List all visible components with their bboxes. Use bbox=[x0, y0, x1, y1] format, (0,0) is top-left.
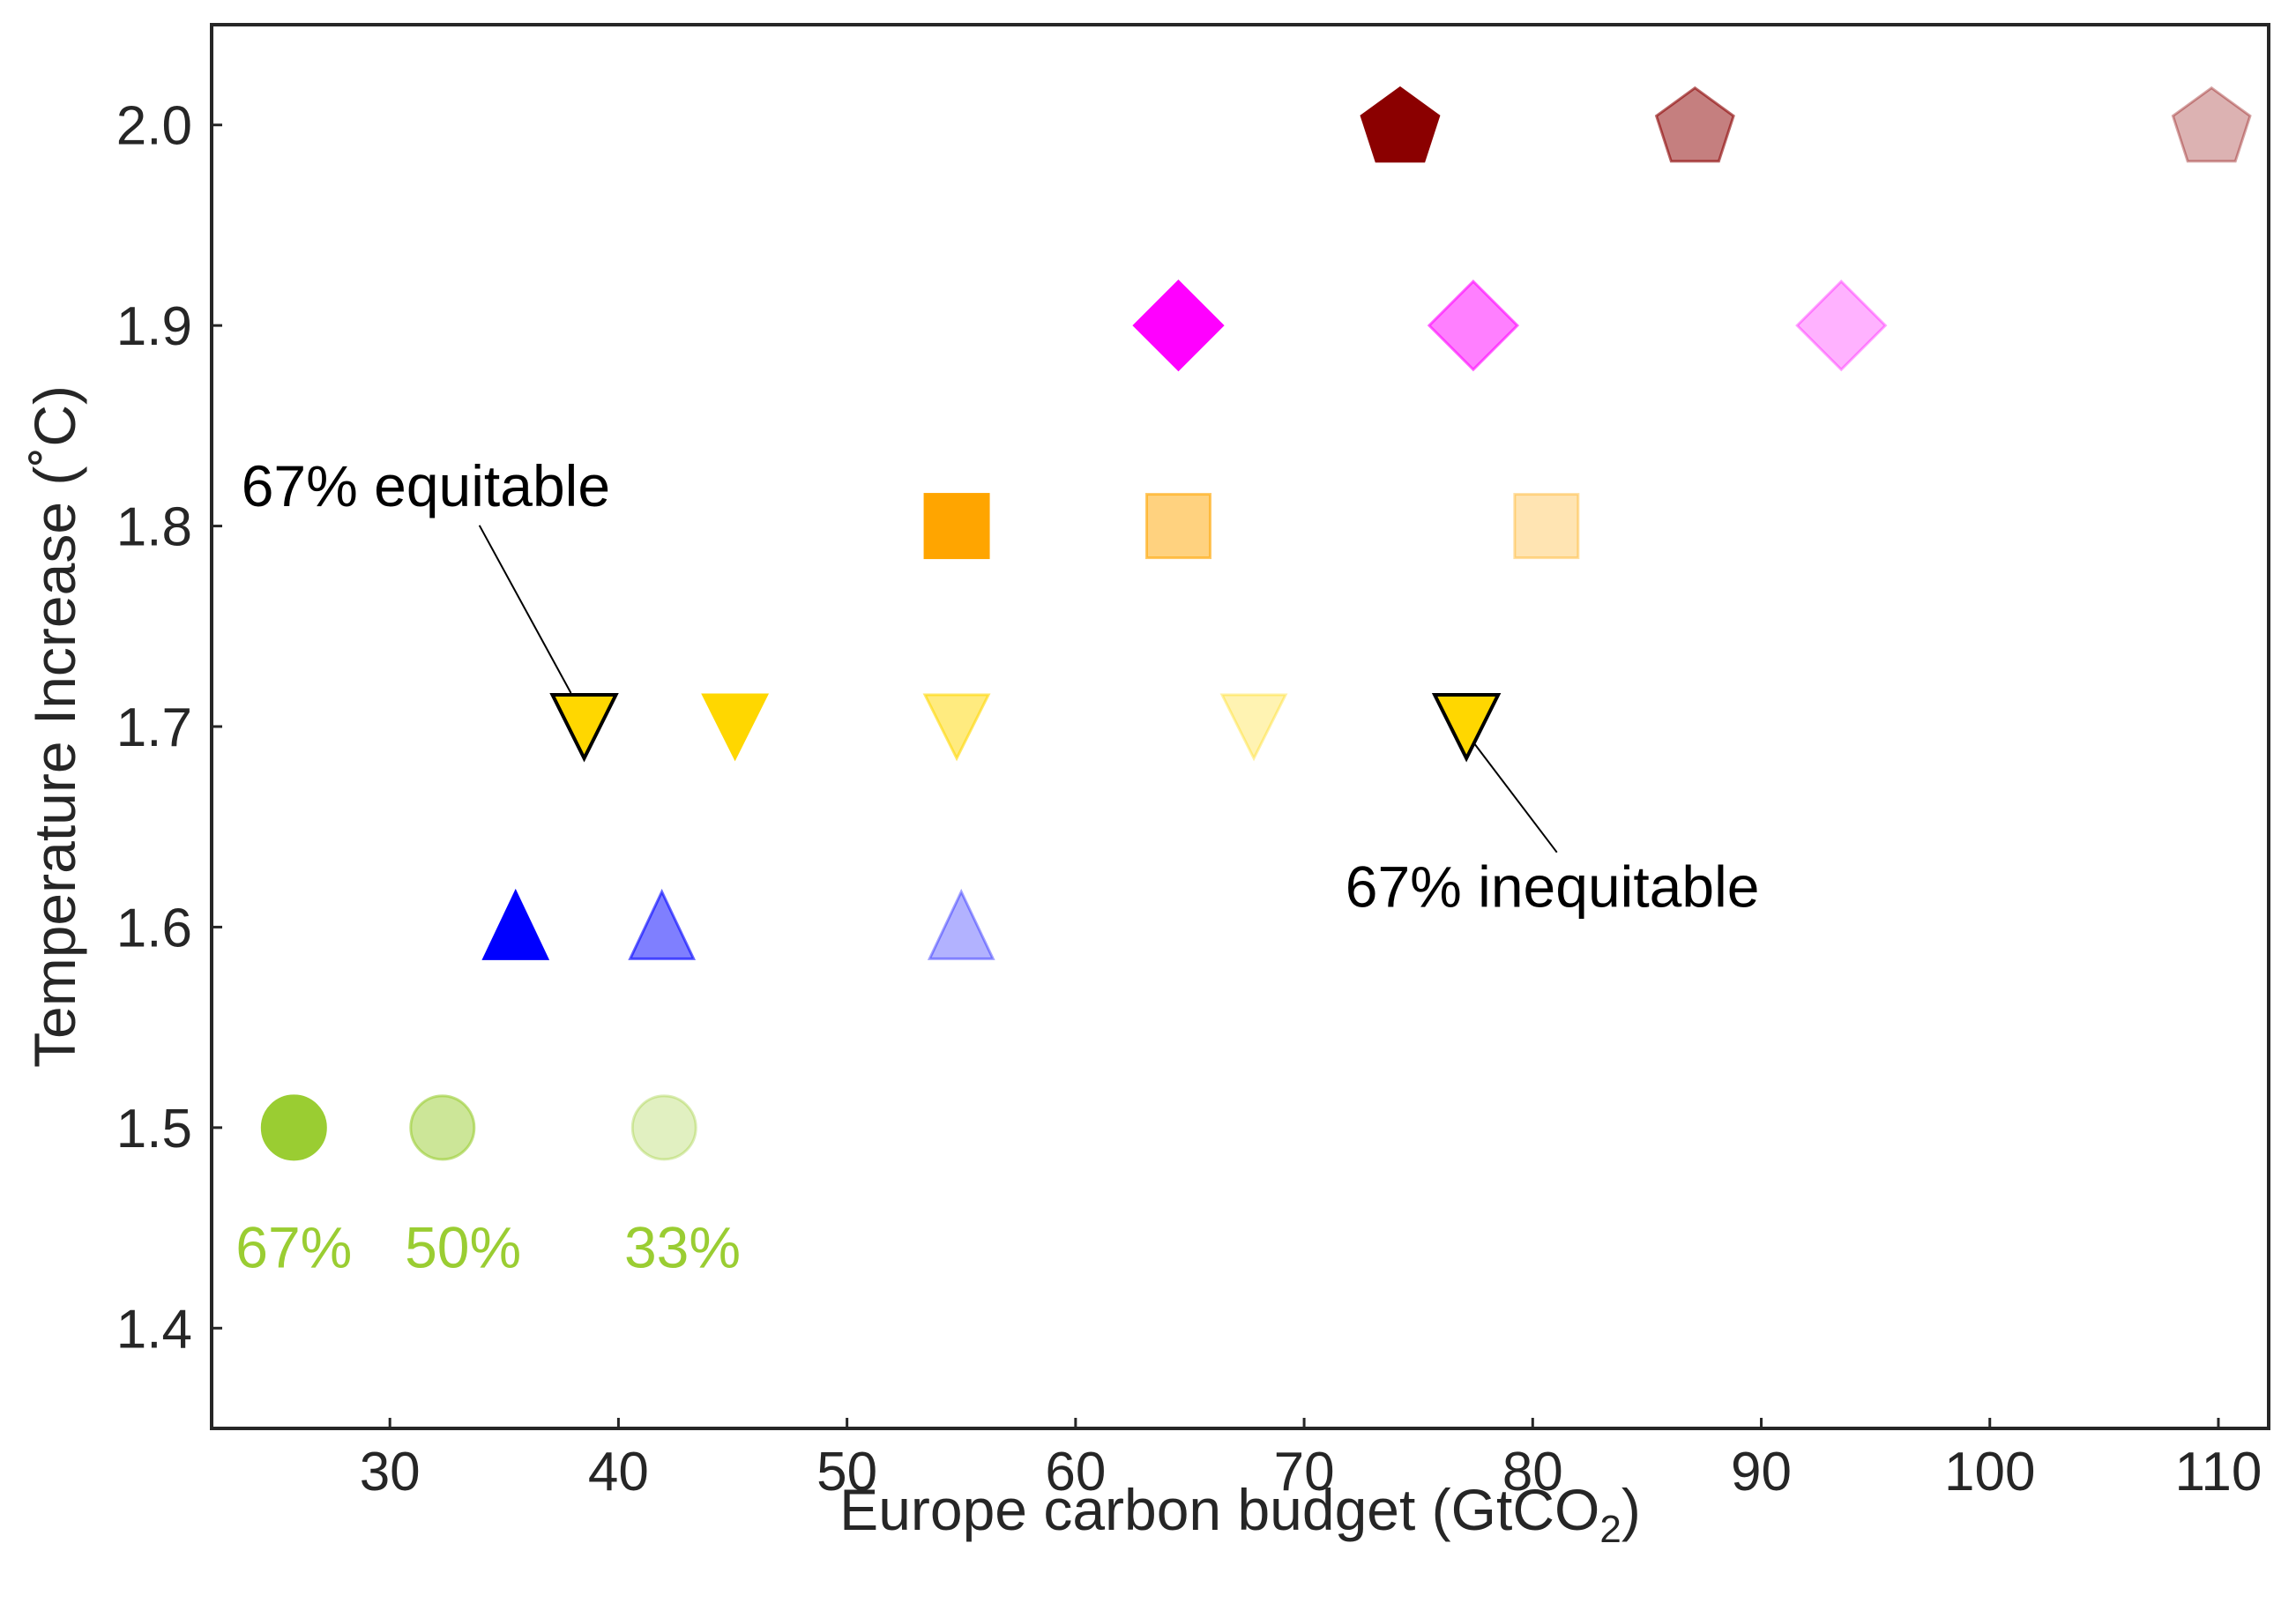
x-tick-label: 50 bbox=[816, 1442, 877, 1502]
x-tick-label: 90 bbox=[1731, 1442, 1792, 1502]
point-circle bbox=[260, 1094, 327, 1161]
x-tick-label: 60 bbox=[1045, 1442, 1106, 1502]
point-square bbox=[923, 493, 990, 560]
point-diamond bbox=[1427, 280, 1520, 372]
y-tick-label: 1.6 bbox=[116, 898, 192, 958]
annotation-label: 67% equitable bbox=[242, 453, 610, 518]
y-tick-label: 1.8 bbox=[116, 497, 192, 558]
probability-label: 50% bbox=[405, 1214, 521, 1279]
point-pentagon bbox=[1360, 86, 1441, 163]
point-triangle-up bbox=[927, 888, 995, 960]
point-pentagon bbox=[2171, 86, 2252, 163]
annotation-arrow bbox=[1472, 742, 1558, 854]
x-axis-title-main: Europe carbon budget (GtCO bbox=[839, 1477, 1599, 1542]
annotation-label: 67% inequitable bbox=[1346, 854, 1760, 920]
point-square bbox=[1145, 493, 1212, 560]
point-circle bbox=[630, 1094, 697, 1161]
point-triangle-down bbox=[1219, 693, 1288, 762]
point-triangle-down bbox=[701, 693, 770, 762]
axis-ticks: 30 40 50 60 70 80 90 100 110 1.4 1.5 1.6 1.7 1.8 1.9 2.… bbox=[116, 96, 2262, 1502]
point-diamond bbox=[1795, 280, 1888, 372]
point-triangle-up bbox=[481, 888, 550, 960]
annotation-arrow bbox=[478, 525, 572, 694]
probability-label: 33% bbox=[624, 1214, 741, 1279]
point-square bbox=[1513, 493, 1580, 560]
point-diamond bbox=[1132, 280, 1225, 372]
y-tick-label: 1.7 bbox=[116, 697, 192, 758]
x-axis-title-suffix: ) bbox=[1621, 1477, 1641, 1542]
x-tick-label: 30 bbox=[360, 1442, 421, 1502]
y-tick-label: 2.0 bbox=[116, 96, 192, 157]
point-pentagon bbox=[1654, 86, 1735, 163]
y-tick-label: 1.4 bbox=[116, 1299, 192, 1360]
y-axis-title: Temperature Increase (˚C) bbox=[22, 385, 87, 1068]
annotation-arrows bbox=[478, 525, 1558, 854]
point-triangle-down bbox=[549, 693, 619, 763]
x-tick-label: 100 bbox=[1944, 1442, 2035, 1502]
chart-labels: 67% equitable 67% inequitable 67% 50% 33% bbox=[235, 453, 1759, 1279]
y-tick-label: 1.5 bbox=[116, 1099, 192, 1159]
x-axis-title-subscript: 2 bbox=[1599, 1508, 1621, 1551]
point-triangle-down bbox=[1431, 693, 1502, 763]
point-triangle-down bbox=[922, 693, 991, 762]
data-points bbox=[260, 86, 2252, 1161]
point-triangle-up bbox=[628, 888, 697, 960]
x-tick-label: 110 bbox=[2175, 1442, 2262, 1502]
x-tick-label: 40 bbox=[588, 1442, 649, 1502]
x-axis-title: Europe carbon budget (GtCO2) bbox=[839, 1477, 1641, 1551]
x-tick-label: 80 bbox=[1502, 1442, 1563, 1502]
probability-label: 67% bbox=[235, 1214, 352, 1279]
y-tick-label: 1.9 bbox=[116, 296, 192, 357]
x-tick-label: 70 bbox=[1274, 1442, 1335, 1502]
point-circle bbox=[409, 1094, 476, 1161]
plot-area-frame bbox=[210, 23, 2270, 1430]
